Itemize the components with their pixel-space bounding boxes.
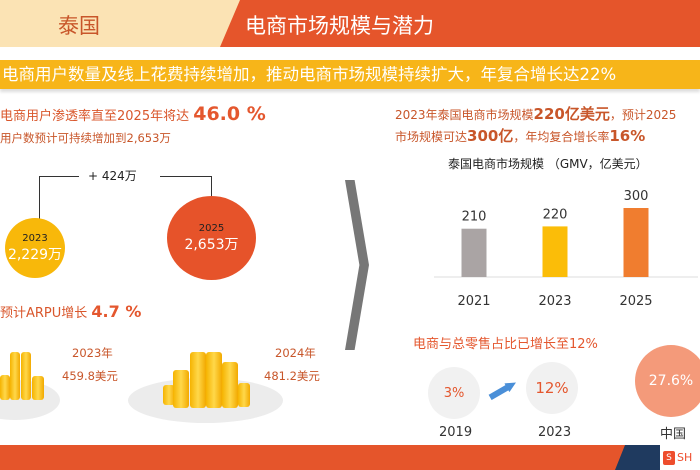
users-2025-circle: 2025 2,653万	[167, 196, 256, 280]
bar-value-label: 210	[462, 210, 487, 225]
share-2019-value: 3%	[443, 385, 465, 401]
page-title: 电商市场规模与潜力	[245, 14, 434, 38]
bar-2021	[461, 228, 487, 277]
penetration-value: 46.0 %	[193, 103, 266, 125]
footer-bar	[0, 445, 700, 470]
penetration-text: 电商用户渗透率直至2025年将达	[0, 109, 190, 124]
connector-line	[211, 176, 212, 198]
connector-line	[160, 176, 212, 177]
coin-stack-icon	[32, 376, 44, 400]
share-china-value: 27.6%	[648, 373, 694, 389]
coin-stack-icon	[222, 362, 238, 408]
users-2025-year: 2025	[198, 222, 225, 234]
share-2023-value: 12%	[535, 379, 569, 397]
market-bar-chart: 210 2021 220 2023 300 2025	[434, 189, 698, 309]
shopping-bag-icon: S	[663, 451, 675, 465]
share-2019-circle: 3%	[428, 367, 480, 419]
coin-stack-icon	[206, 352, 222, 408]
arpu-2023-year: 2023年	[72, 346, 113, 360]
market-text: 市场规模可达	[395, 130, 468, 144]
cagr-value: 16%	[609, 127, 646, 145]
bar-2023	[542, 226, 568, 277]
arpu-value: 4.7 %	[91, 302, 142, 321]
coin-stack-icon	[173, 370, 189, 408]
share-2023-label: 2023	[538, 425, 572, 440]
market-text: ，年均复合增长率	[513, 130, 610, 144]
users-delta: + 424万	[88, 169, 137, 183]
connector-line	[39, 176, 40, 220]
connector-line	[39, 176, 79, 177]
users-2025-value: 2,653万	[184, 236, 239, 253]
arpu-2024-value: 481.2美元	[264, 369, 320, 383]
users-text: 用户数预计可持续增加到2,653万	[0, 131, 171, 145]
arpu-text: 预计ARPU增长	[0, 306, 88, 321]
coin-stack-icon	[21, 352, 31, 400]
arpu-2023-value: 459.8美元	[62, 369, 118, 383]
header-country: 泰国	[58, 14, 100, 38]
market-text: 2023年泰国电商市场规模	[395, 108, 534, 122]
market-value-2023: 220亿美元	[533, 105, 610, 123]
share-2023-circle: 12%	[526, 362, 578, 414]
header-right-panel	[220, 0, 700, 47]
arpu-line: 预计ARPU增长 4.7 %	[0, 302, 141, 321]
penetration-line: 电商用户渗透率直至2025年将达 46.0 %	[0, 103, 266, 125]
bar-value-label: 220	[543, 207, 568, 222]
arpu-2024-year: 2024年	[275, 346, 316, 360]
x-tick-label: 2023	[538, 294, 571, 309]
share-china-label: 中国	[660, 427, 687, 442]
chevron-right-icon	[345, 180, 369, 350]
x-tick-label: 2025	[619, 294, 652, 309]
headline-banner: 电商用户数量及线上花费持续增加，推动电商市场规模持续扩大，年复合增长达22%	[0, 60, 700, 89]
share-title: 电商与总零售占比已增长至12%	[413, 337, 598, 352]
users-2023-circle: 2023 2,229万	[5, 218, 65, 278]
share-2019-label: 2019	[439, 425, 473, 440]
shopee-logo: S SH	[660, 445, 700, 470]
coin-stack-icon	[238, 383, 250, 407]
header-left-panel	[0, 0, 240, 47]
coin-stack-icon	[10, 352, 20, 400]
market-line-1: 2023年泰国电商市场规模220亿美元，预计2025	[395, 103, 676, 124]
coin-stack-icon	[190, 352, 206, 408]
bar-2025	[623, 208, 649, 277]
chart-title: 泰国电商市场规模 （GMV，亿美元）	[448, 157, 648, 171]
users-2023-year: 2023	[22, 232, 48, 244]
share-china-circle: 27.6%	[635, 345, 700, 417]
arrow-right-icon	[488, 378, 519, 402]
x-tick-label: 2021	[457, 294, 490, 309]
coin-stack-icon	[0, 375, 10, 400]
market-value-2025: 300亿	[467, 127, 514, 145]
market-line-2: 市场规模可达300亿，年均复合增长率16%	[395, 125, 645, 146]
coin-stack-icon	[163, 385, 175, 405]
market-text: ，预计2025	[609, 108, 677, 122]
bar-value-label: 300	[624, 189, 649, 204]
users-2023-value: 2,229万	[7, 246, 63, 263]
